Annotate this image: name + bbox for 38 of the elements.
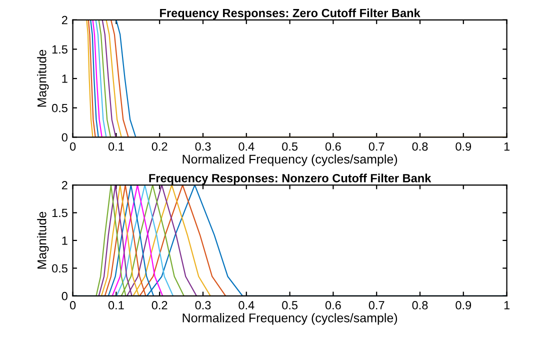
x-tick-label: 0.3 (195, 301, 211, 310)
x-tick-label: 0.1 (108, 301, 124, 310)
x-tick-label: 0.6 (325, 142, 341, 151)
x-tick-label: 0.8 (412, 301, 428, 310)
y-tick-label: 2 (62, 181, 68, 190)
x-tick-label: 0.3 (195, 142, 211, 151)
x-tick-label: 0 (70, 301, 76, 310)
x-tick-label: 0.7 (368, 142, 384, 151)
y-tick-label: 2 (62, 16, 68, 24)
x-axis-title: Normalized Frequency (cycles/sample) (182, 313, 398, 325)
x-tick-label: 0.4 (238, 142, 254, 151)
x-tick-label: 0.4 (238, 301, 254, 310)
chart-title: Frequency Responses: Zero Cutoff Filter Bank (160, 8, 420, 20)
y-tick-label: 1 (62, 236, 68, 245)
x-tick-label: 0 (70, 142, 76, 151)
x-tick-label: 0.8 (412, 142, 428, 151)
y-tick-label: 0.5 (52, 104, 68, 112)
x-tick-label: 0.5 (282, 142, 298, 151)
x-tick-label: 0.1 (108, 142, 124, 151)
y-tick-label: 1 (62, 74, 68, 83)
x-tick-label: 0.2 (152, 301, 168, 310)
x-tick-label: 0.6 (325, 301, 341, 310)
x-tick-label: 0.2 (152, 142, 168, 151)
x-axis-title: Normalized Frequency (cycles/sample) (182, 154, 398, 166)
chart-title: Frequency Responses: Nonzero Cutoff Filter Bank (149, 174, 432, 185)
x-tick-label: 1 (504, 301, 510, 310)
x-tick-label: 0.7 (368, 301, 384, 310)
y-axis-title: Magnitude (37, 50, 49, 107)
y-axis-title: Magnitude (37, 212, 49, 269)
y-tick-label: 0.5 (52, 264, 68, 273)
y-tick-label: 1.5 (52, 208, 68, 218)
y-tick-label: 0 (62, 133, 68, 142)
x-tick-label: 1 (504, 142, 510, 151)
y-tick-label: 1.5 (52, 45, 68, 54)
x-tick-label: 0.5 (282, 301, 298, 310)
x-tick-label: 0.9 (456, 142, 472, 151)
x-tick-label: 0.9 (456, 301, 472, 310)
y-tick-label: 0 (62, 292, 68, 300)
